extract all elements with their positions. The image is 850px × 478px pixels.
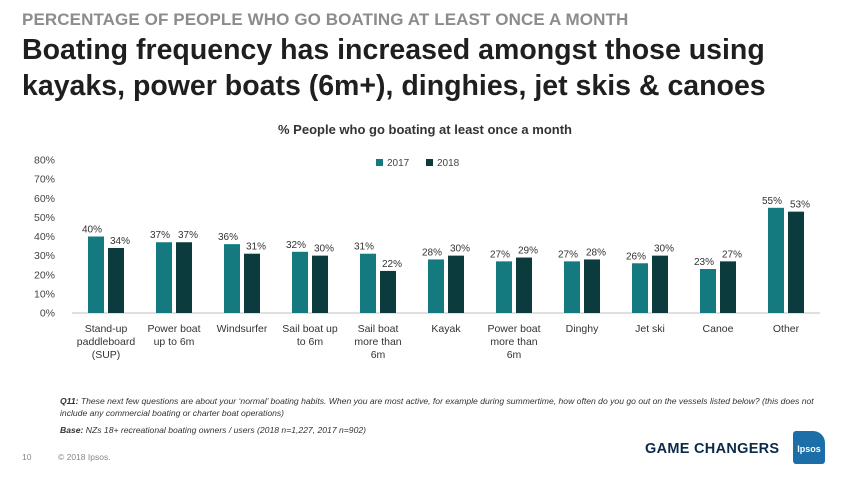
data-label-2017: 40% xyxy=(82,225,102,236)
bar-2017 xyxy=(496,261,512,313)
category-label: Windsurfer xyxy=(217,323,268,335)
bar-2018 xyxy=(652,255,668,313)
category-label: Jet ski xyxy=(635,323,665,335)
data-label-2018: 27% xyxy=(722,249,742,260)
base-note: Base: NZs 18+ recreational boating owner… xyxy=(60,425,366,435)
bar-2018 xyxy=(584,259,600,313)
category-label: (SUP) xyxy=(92,349,121,361)
slide-kicker: PERCENTAGE OF PEOPLE WHO GO BOATING AT L… xyxy=(22,10,629,29)
page-number: 10 xyxy=(22,452,32,462)
legend-swatch-2017 xyxy=(376,159,383,166)
base-text: NZs 18+ recreational boating owners / us… xyxy=(85,425,366,435)
category-label: Other xyxy=(773,323,800,335)
data-label-2017: 31% xyxy=(354,242,374,253)
data-label-2018: 29% xyxy=(518,246,538,257)
bar-2017 xyxy=(632,263,648,313)
y-tick-label: 10% xyxy=(34,288,55,300)
category-label: more than xyxy=(354,336,401,348)
bar-2017 xyxy=(360,253,376,313)
category-label: Power boat xyxy=(487,323,540,335)
bar-2017 xyxy=(700,269,716,313)
category-label: 6m xyxy=(371,349,386,361)
category-label: Power boat xyxy=(147,323,200,335)
category-label: Kayak xyxy=(431,323,461,335)
category-label: Canoe xyxy=(703,323,734,335)
category-label: Sail boat up xyxy=(282,323,338,335)
bar-2018 xyxy=(788,211,804,313)
data-label-2018: 22% xyxy=(382,259,402,270)
bar-2017 xyxy=(224,244,240,313)
data-label-2018: 37% xyxy=(178,230,198,241)
category-label: to 6m xyxy=(297,336,324,348)
data-label-2018: 30% xyxy=(450,244,470,255)
category-label: paddleboard xyxy=(77,336,136,348)
category-label: Dinghy xyxy=(566,323,599,335)
data-label-2018: 53% xyxy=(790,200,810,211)
data-label-2018: 30% xyxy=(314,244,334,255)
bar-2017 xyxy=(768,207,784,313)
bar-2018 xyxy=(516,257,532,313)
y-tick-label: 40% xyxy=(34,231,55,243)
ipsos-logo: Ipsos xyxy=(793,431,825,464)
data-label-2017: 27% xyxy=(490,249,510,260)
question-label: Q11: xyxy=(60,396,79,406)
bar-2017 xyxy=(564,261,580,313)
bar-2018 xyxy=(244,253,260,313)
y-tick-label: 50% xyxy=(34,212,55,224)
copyright: © 2018 Ipsos. xyxy=(58,452,111,462)
category-label: up to 6m xyxy=(154,336,195,348)
category-label: more than xyxy=(490,336,537,348)
data-label-2017: 37% xyxy=(150,230,170,241)
bar-chart: 0% 10% 20% 30% 40% 50% 60% 70% 80% 2017 2018 40% 34%… xyxy=(34,155,820,361)
data-label-2018: 30% xyxy=(654,244,674,255)
category-label: Stand-up xyxy=(85,323,128,335)
data-label-2017: 32% xyxy=(286,240,306,251)
data-label-2017: 36% xyxy=(218,232,238,243)
bar-2018 xyxy=(108,247,124,313)
game-changers-logo: GAME CHANGERS xyxy=(645,441,780,457)
y-tick-label: 20% xyxy=(34,269,55,281)
data-label-2018: 31% xyxy=(246,242,266,253)
bar-2017 xyxy=(428,259,444,313)
data-label-2018: 34% xyxy=(110,236,130,247)
question-text: These next few questions are about your … xyxy=(60,396,814,418)
y-tick-label: 80% xyxy=(34,155,55,167)
bar-2018 xyxy=(312,255,328,313)
data-label-2017: 28% xyxy=(422,247,442,258)
bar-2017 xyxy=(88,236,104,313)
bar-2018 xyxy=(176,242,192,313)
bar-2017 xyxy=(156,242,172,313)
bar-2017 xyxy=(292,251,308,313)
category-label: 6m xyxy=(507,349,522,361)
legend-swatch-2018 xyxy=(426,159,433,166)
chart-title: % People who go boating at least once a … xyxy=(278,122,572,137)
legend-label-2017: 2017 xyxy=(387,158,410,169)
bar-2018 xyxy=(720,261,736,313)
data-label-2017: 55% xyxy=(762,196,782,207)
bar-2018 xyxy=(380,270,396,313)
data-label-2017: 26% xyxy=(626,251,646,262)
data-label-2017: 23% xyxy=(694,257,714,268)
question-note: Q11: These next few questions are about … xyxy=(60,395,820,419)
y-tick-label: 60% xyxy=(34,193,55,205)
y-tick-label: 30% xyxy=(34,250,55,262)
y-tick-label: 0% xyxy=(40,308,55,320)
data-label-2017: 27% xyxy=(558,249,578,260)
legend-label-2018: 2018 xyxy=(437,158,460,169)
y-tick-label: 70% xyxy=(34,174,55,186)
category-label: Sail boat xyxy=(358,323,399,335)
slide-headline: Boating frequency has increased amongst … xyxy=(22,34,766,102)
base-label: Base: xyxy=(60,425,84,435)
data-label-2018: 28% xyxy=(586,247,606,258)
bar-2018 xyxy=(448,255,464,313)
